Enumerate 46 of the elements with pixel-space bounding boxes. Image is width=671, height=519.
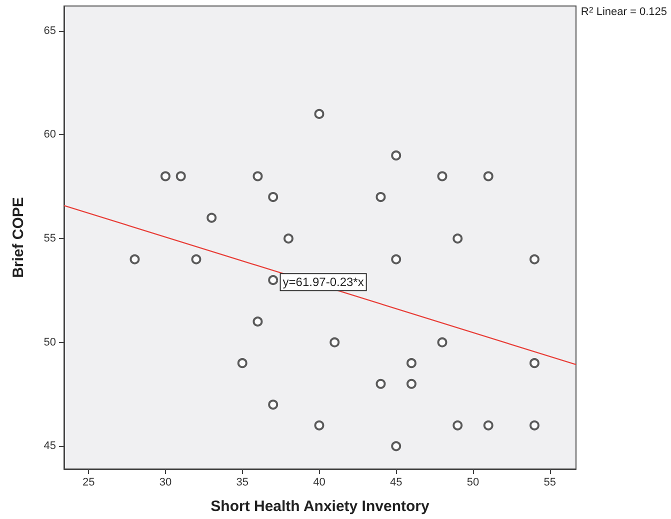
x-tick-label: 55 [544,476,556,488]
point [160,171,170,182]
x-tick-label: 50 [466,476,480,488]
annotation: y=61.97-0.23*x [282,275,364,290]
x-tick-label: 35 [236,476,248,488]
point [191,254,202,264]
point [406,358,416,368]
point [391,254,402,264]
point [437,337,448,348]
point [452,234,463,244]
point [437,171,448,182]
point [283,234,294,244]
point [314,420,324,430]
point [252,316,263,327]
point [268,400,278,410]
y-axis-title: Brief COPE [10,197,27,278]
point [330,337,340,348]
point [391,441,402,452]
point [237,358,248,368]
x-tick-label: 25 [82,476,95,488]
point [406,378,416,389]
point [529,358,540,368]
point [391,150,402,160]
point [376,192,386,202]
point [268,192,278,202]
point [376,378,386,389]
point [176,171,186,182]
point [268,275,278,286]
point [252,171,263,182]
point [529,420,540,430]
point [529,254,540,264]
y-tick-label: 60 [44,128,56,141]
point [206,212,217,223]
y-tick-label: 55 [44,232,56,245]
x-axis-title: Short Health Anxiety Inventory [210,498,430,515]
point [452,420,463,430]
x-tick-label: 45 [390,476,402,488]
y-tick-label: 50 [44,336,56,348]
x-tick-label: 30 [159,476,172,488]
y-tick-label: 65 [44,24,56,37]
point [483,420,494,430]
point [130,254,140,264]
x-tick-label: 40 [313,476,326,488]
point [483,171,494,182]
y-tick-label: 45 [44,440,56,452]
point [314,108,324,119]
